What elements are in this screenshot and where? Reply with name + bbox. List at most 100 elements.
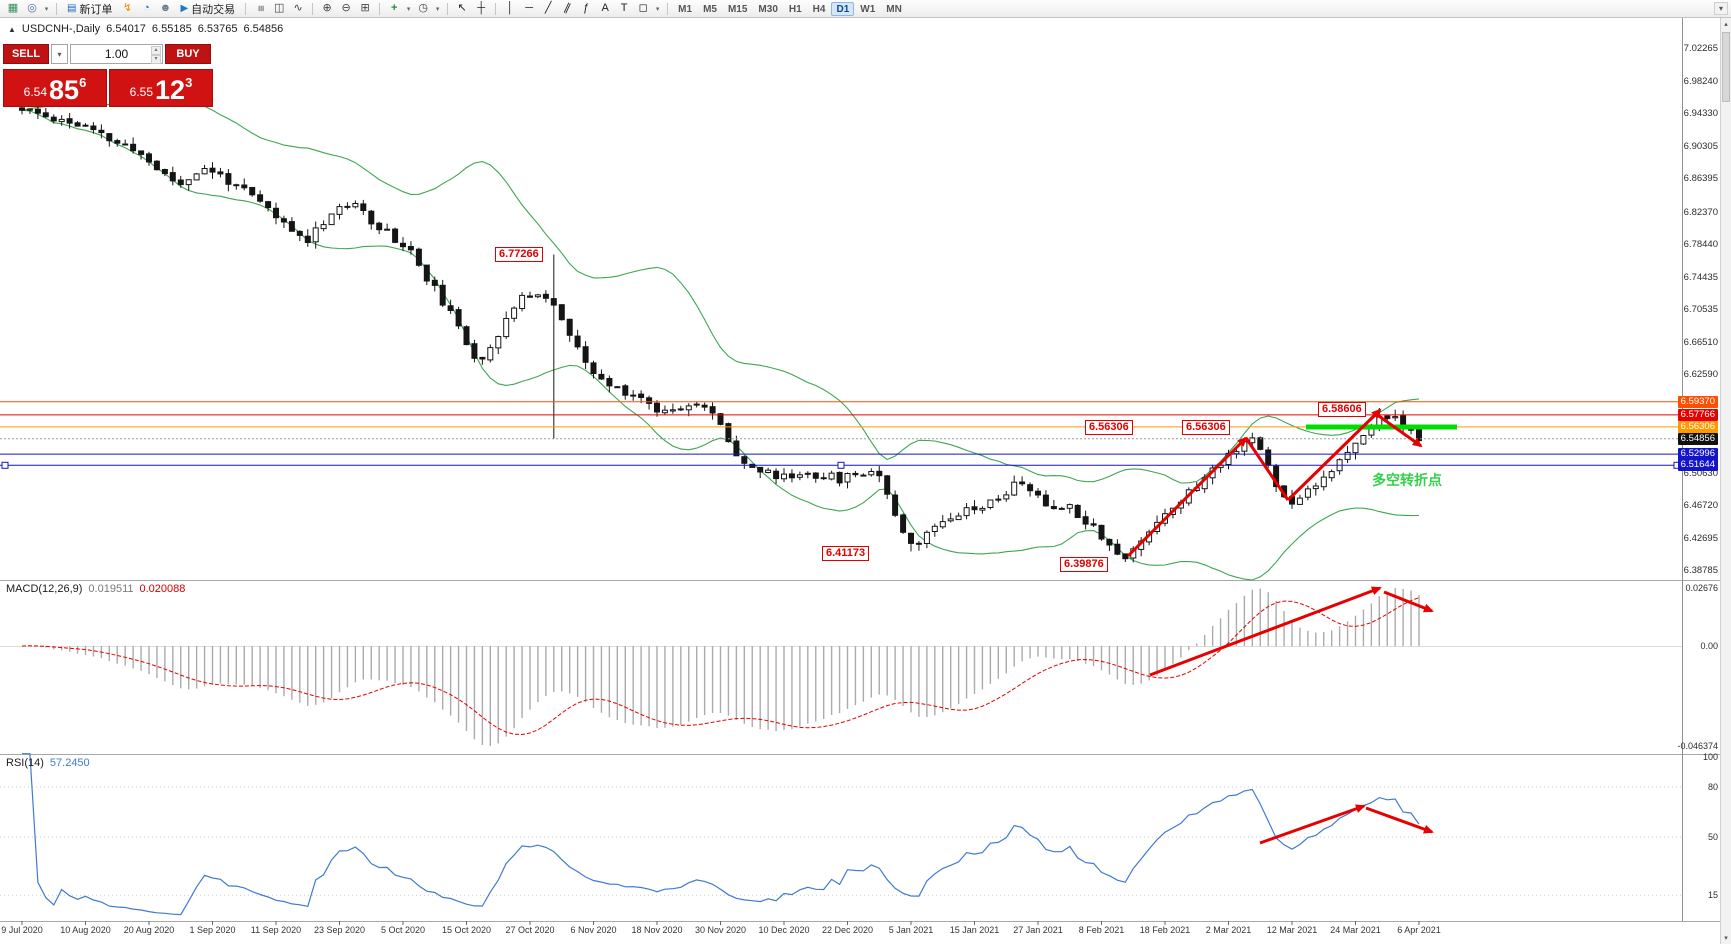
line-chart-icon[interactable]: ∿ bbox=[293, 2, 303, 14]
scroll-up-icon[interactable]: ▴ bbox=[1724, 21, 1728, 28]
date-axis-label: 15 Oct 2020 bbox=[441, 925, 492, 935]
date-axis-label: 8 Feb 2021 bbox=[1078, 925, 1125, 935]
candlestick-chart-icon[interactable]: ◫ bbox=[273, 2, 285, 14]
horizontal-line-icon[interactable]: ─ bbox=[525, 2, 534, 14]
price-annotation[interactable]: 6.56306 bbox=[1182, 420, 1230, 435]
timeframe-w1[interactable]: W1 bbox=[860, 3, 876, 15]
new-order-button-label: 新订单 bbox=[79, 3, 113, 16]
cn-annotation[interactable]: 多空转折点 bbox=[1372, 472, 1442, 488]
date-axis-label: 20 Aug 2020 bbox=[123, 925, 175, 935]
volume-value: 1.00 bbox=[104, 47, 129, 61]
scrollbar-thumb[interactable] bbox=[1722, 32, 1730, 102]
vertical-scrollbar[interactable]: ▴ ▾ bbox=[1720, 18, 1731, 944]
new-order-button[interactable]: ▤ 新订单 bbox=[62, 1, 117, 17]
chart-header: ▲ USDCNH-,Daily 6.54017 6.55185 6.53765 … bbox=[8, 23, 283, 35]
chart-profiles-icon[interactable]: ◎ bbox=[27, 2, 37, 14]
price-axis-label: 6.82370 bbox=[1683, 207, 1718, 218]
hline-price-label: 6.51644 bbox=[1677, 459, 1718, 471]
rsi-axis-label: 80 bbox=[1707, 782, 1718, 792]
toolbar-separator bbox=[56, 2, 57, 15]
sell-button[interactable]: SELL bbox=[3, 44, 49, 64]
horizontal-line-objects[interactable] bbox=[0, 401, 1682, 469]
symbol-icon: ▲ bbox=[8, 24, 16, 34]
timeframe-m5[interactable]: M5 bbox=[703, 3, 717, 15]
new-chart-icon[interactable]: ▦ bbox=[7, 2, 19, 14]
text-icon[interactable]: A bbox=[601, 2, 609, 14]
rsi-axis-label: 50 bbox=[1707, 832, 1718, 842]
price-axis-label: 6.38785 bbox=[1683, 565, 1718, 576]
community-icon[interactable]: ☻ bbox=[159, 2, 172, 14]
green-level-marker[interactable] bbox=[1306, 424, 1457, 430]
rsi-axis-label: 15 bbox=[1707, 890, 1718, 900]
price-axis-label: 6.74435 bbox=[1683, 272, 1718, 283]
trend-arrows[interactable] bbox=[1126, 408, 1434, 845]
period-caret-icon[interactable]: ▾ bbox=[435, 5, 440, 13]
timeframe-m15[interactable]: M15 bbox=[727, 3, 748, 15]
text-label-icon[interactable]: T bbox=[620, 2, 628, 14]
timeframe-d1[interactable]: D1 bbox=[831, 1, 855, 16]
volume-input[interactable]: 1.00 ▴ ▾ bbox=[70, 44, 163, 64]
volume-up-button[interactable]: ▴ bbox=[151, 46, 161, 55]
auto-trading-button[interactable]: ▶ 自动交易 bbox=[175, 1, 240, 17]
shapes-caret-icon[interactable]: ▾ bbox=[655, 5, 660, 13]
timeframe-h1[interactable]: H1 bbox=[788, 3, 802, 15]
hline-price-label: 6.59370 bbox=[1677, 396, 1718, 408]
trendline-icon[interactable]: ╱ bbox=[544, 2, 552, 14]
buy-button[interactable]: BUY bbox=[165, 44, 211, 64]
volume-down-button[interactable]: ▾ bbox=[151, 55, 161, 64]
price-axis[interactable]: 7.02265 6.98240 6.94330 6.90305 6.86395 6.823… bbox=[1677, 0, 1720, 944]
sell-price-pip: 6 bbox=[79, 75, 87, 90]
equidistant-channel-icon[interactable]: ∥ bbox=[562, 1, 573, 15]
strategy-tester-icon[interactable]: ↯ bbox=[122, 2, 133, 14]
fibonacci-icon[interactable]: ƒ bbox=[583, 2, 590, 14]
date-axis-label: 5 Oct 2020 bbox=[380, 925, 426, 935]
date-axis-label: 30 Nov 2020 bbox=[694, 925, 747, 935]
vertical-line-icon[interactable]: │ bbox=[506, 2, 514, 14]
timeframe-mn[interactable]: MN bbox=[886, 3, 902, 15]
profiles-caret-icon[interactable]: ▾ bbox=[44, 5, 49, 13]
price-annotation[interactable]: 6.39876 bbox=[1060, 557, 1108, 572]
cursor-icon[interactable]: ↖ bbox=[457, 2, 467, 14]
market-icon[interactable]: ◔ bbox=[143, 2, 150, 14]
sell-price-button[interactable]: 6.54 85 6 bbox=[3, 69, 107, 107]
toolbar-separator bbox=[667, 2, 669, 15]
timeframe-m30[interactable]: M30 bbox=[758, 3, 778, 15]
date-axis-label: 22 Dec 2020 bbox=[821, 925, 874, 935]
shapes-icon[interactable]: ◻ bbox=[638, 2, 648, 14]
new-order-button-icon: ▤ bbox=[67, 3, 77, 14]
scroll-down-icon[interactable]: ▾ bbox=[1724, 935, 1728, 942]
period-icon[interactable]: ◷ bbox=[418, 2, 428, 14]
price-axis-label: 6.86395 bbox=[1683, 173, 1718, 184]
buy-price-pip: 3 bbox=[185, 75, 193, 90]
tile-windows-icon[interactable]: ⊞ bbox=[360, 2, 370, 14]
price-annotation[interactable]: 6.77266 bbox=[495, 247, 543, 262]
date-axis-label: 15 Jan 2021 bbox=[949, 925, 1000, 935]
timeframe-m1[interactable]: M1 bbox=[678, 3, 693, 15]
zoom-out-icon[interactable]: ⊖ bbox=[341, 2, 351, 14]
timeframe-h4[interactable]: H4 bbox=[812, 3, 826, 15]
rsi-axis-label: 100 bbox=[1702, 752, 1718, 762]
toolbar-separator bbox=[447, 2, 449, 15]
buy-price-button[interactable]: 6.55 12 3 bbox=[109, 69, 213, 107]
macd-signal-value: 0.020088 bbox=[139, 583, 186, 595]
toolbar-overflow-button[interactable]: ▾ bbox=[1714, 2, 1728, 15]
ohlc-open: 6.54017 bbox=[106, 23, 146, 35]
date-axis-label: 27 Oct 2020 bbox=[505, 925, 555, 935]
order-type-dropdown[interactable]: ▾ bbox=[51, 44, 68, 64]
candlestick-series bbox=[19, 103, 1422, 563]
indicators-caret-icon[interactable]: ▾ bbox=[406, 5, 411, 13]
price-axis-label: 6.42695 bbox=[1683, 533, 1718, 544]
crosshair-icon[interactable]: ┼ bbox=[477, 2, 486, 14]
price-axis-label: 6.66510 bbox=[1683, 337, 1718, 348]
bar-chart-icon[interactable]: ≡ bbox=[254, 5, 267, 12]
indicators-icon[interactable]: + bbox=[390, 2, 398, 14]
one-click-trading-panel: SELL ▾ 1.00 ▴ ▾ BUY 6.54 85 6 6.55 12 3 bbox=[3, 44, 213, 107]
price-axis-label: 6.46720 bbox=[1683, 500, 1718, 511]
ohlc-low: 6.53765 bbox=[197, 23, 238, 35]
date-axis-label: 10 Aug 2020 bbox=[60, 925, 111, 935]
zoom-in-icon[interactable]: ⊕ bbox=[322, 2, 332, 14]
price-annotation[interactable]: 6.58606 bbox=[1318, 402, 1366, 417]
price-annotation[interactable]: 6.41173 bbox=[822, 546, 870, 561]
toolbar-separator bbox=[312, 2, 314, 15]
price-annotation[interactable]: 6.56306 bbox=[1085, 420, 1133, 435]
